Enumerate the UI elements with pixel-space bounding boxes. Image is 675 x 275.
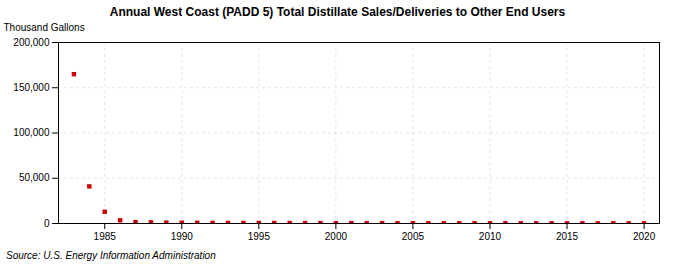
html-text:Annual West Coast (PADD 5) Tot: Annual West Coast (PADD 5) Total Distill…	[109, 5, 566, 19]
svg-text:200,000: 200,000	[13, 37, 50, 48]
svg-text:1995: 1995	[248, 231, 271, 242]
svg-text:2020: 2020	[633, 231, 656, 242]
svg-text:Thousand Gallons: Thousand Gallons	[4, 22, 85, 33]
svg-text:2015: 2015	[556, 231, 579, 242]
svg-text:1990: 1990	[171, 231, 194, 242]
svg-text:50,000: 50,000	[19, 172, 50, 183]
svg-text:2000: 2000	[325, 231, 348, 242]
svg-text:0: 0	[44, 218, 50, 229]
svg-text:1985: 1985	[94, 231, 117, 242]
html-text:Source: U.S. Energy Informatio: Source: U.S. Energy Information Administ…	[6, 250, 216, 261]
svg-text:2010: 2010	[479, 231, 502, 242]
svg-text:150,000: 150,000	[13, 82, 50, 93]
svg-text:2005: 2005	[402, 231, 425, 242]
svg-text:100,000: 100,000	[13, 127, 50, 138]
